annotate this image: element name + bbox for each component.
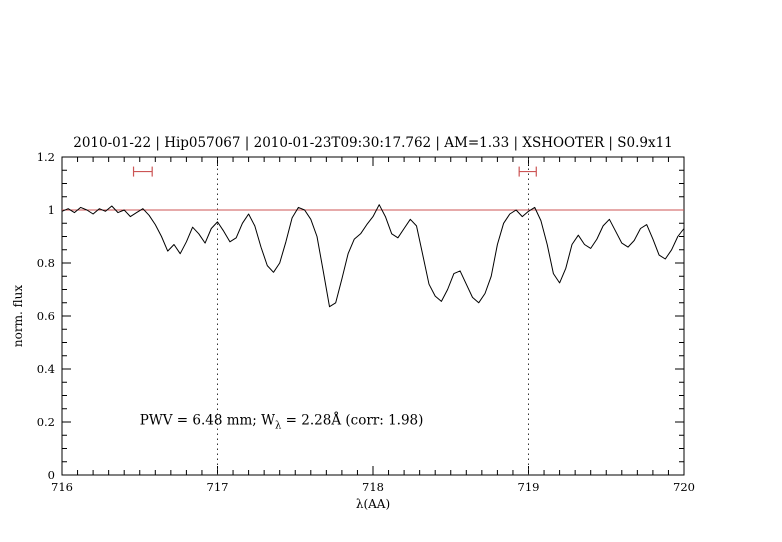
axes-layer: 716 717 718 719 720 0 0.2 0.4 0.6 0.8 1 1.2 <box>37 150 695 494</box>
y-tick-label: 1.2 <box>37 150 55 164</box>
spectrum-line-layer <box>61 204 685 308</box>
y-tick-label: 0.4 <box>37 362 55 376</box>
x-tick-label: 718 <box>362 480 384 494</box>
x-tick-label: 720 <box>673 480 695 494</box>
plot-title: 2010-01-22 | Hip057067 | 2010-01-23T09:3… <box>73 135 673 151</box>
pwv-annotation-subscript: λ <box>275 421 282 432</box>
pwv-annotation-prefix: PWV = 6.48 mm; W <box>140 413 275 429</box>
pwv-annotation: PWV = 6.48 mm; Wλ = 2.28Å (corr: 1.98) <box>140 413 424 432</box>
y-tick-label: 0.6 <box>37 309 55 323</box>
y-tick-label: 0.2 <box>37 415 55 429</box>
x-axis-label: λ(AA) <box>356 497 390 511</box>
spectrum-polyline <box>61 204 685 308</box>
pwv-annotation-suffix: = 2.28Å (corr: 1.98) <box>281 413 423 429</box>
y-tick-label: 0 <box>48 468 55 482</box>
y-tick-label: 1 <box>48 203 55 217</box>
y-tick-label: 0.8 <box>37 256 55 270</box>
x-tick-label: 717 <box>207 480 229 494</box>
x-tick-label: 716 <box>51 480 73 494</box>
y-axis-label: norm. flux <box>11 285 25 347</box>
x-tick-label: 719 <box>518 480 540 494</box>
